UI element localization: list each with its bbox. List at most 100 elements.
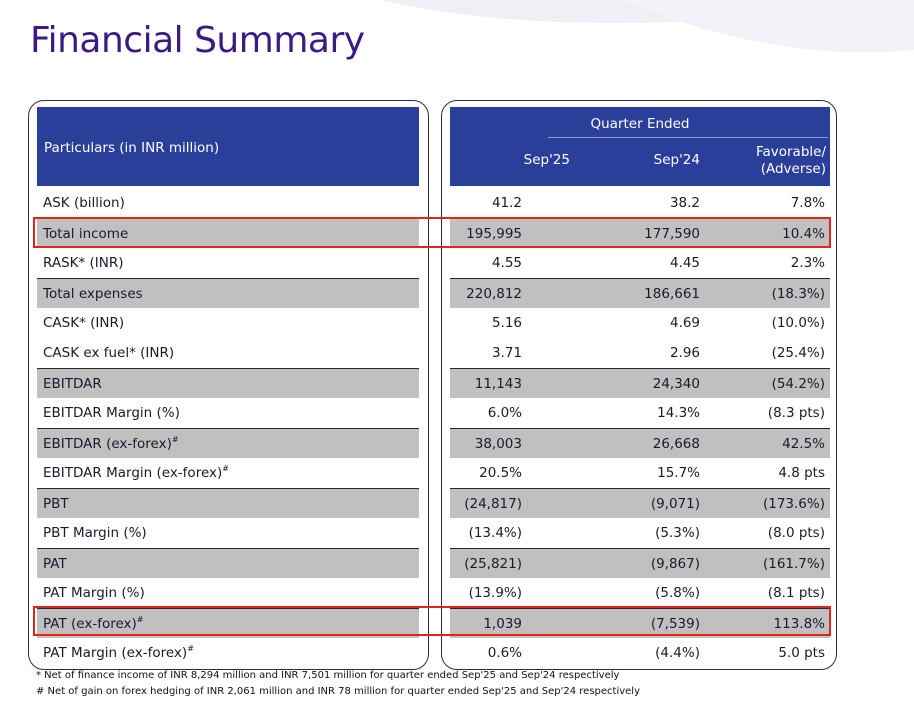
value-sep24: (4.4%) bbox=[655, 645, 700, 661]
highlight-pat-ex-forex bbox=[33, 606, 831, 636]
row-label-text: EBITDAR (ex-forex) bbox=[43, 436, 172, 452]
value-variance: (54.2%) bbox=[771, 376, 825, 392]
value-variance: (173.6%) bbox=[762, 496, 825, 512]
table-row-values: 0.6% (4.4%) 5.0 pts bbox=[450, 638, 830, 668]
value-sep25: 220,812 bbox=[466, 286, 522, 302]
row-label: Total income bbox=[43, 219, 128, 249]
value-sep25: 1,039 bbox=[483, 616, 522, 632]
value-sep25: 3.71 bbox=[491, 345, 522, 361]
table-row-label: PAT Margin (ex-forex)# bbox=[37, 638, 419, 668]
value-variance: (10.0%) bbox=[771, 315, 825, 331]
value-sep25: 195,995 bbox=[466, 226, 522, 242]
header-divider bbox=[548, 137, 828, 138]
value-sep24: 4.69 bbox=[669, 315, 700, 331]
row-label-footnote-mark: # bbox=[187, 644, 194, 653]
row-label-text: Total expenses bbox=[43, 286, 143, 302]
row-label-footnote-mark: # bbox=[222, 464, 229, 473]
table-row-values: (13.4%) (5.3%) (8.0 pts) bbox=[450, 518, 830, 548]
table-row-label: EBITDAR Margin (%) bbox=[37, 398, 419, 428]
row-label: EBITDAR Margin (ex-forex)# bbox=[43, 458, 229, 488]
col-sep25-header: Sep'25 bbox=[523, 152, 570, 168]
row-label-footnote-mark: # bbox=[171, 435, 179, 444]
value-sep24: 4.45 bbox=[669, 255, 700, 271]
value-variance: 113.8% bbox=[773, 616, 825, 632]
quarter-header: Quarter Ended Sep'25 Sep'24 Favorable/ (… bbox=[450, 107, 830, 186]
col-variance-header-line2: (Adverse) bbox=[760, 161, 826, 177]
row-label-text: PAT Margin (%) bbox=[43, 585, 145, 601]
value-variance: 4.8 pts bbox=[778, 465, 825, 481]
value-variance: (8.0 pts) bbox=[767, 525, 825, 541]
row-label: PAT Margin (%) bbox=[43, 578, 145, 608]
row-label-text: PBT Margin (%) bbox=[43, 525, 147, 541]
value-variance: 42.5% bbox=[782, 436, 825, 452]
table-row-label: PAT (ex-forex)# bbox=[37, 608, 419, 638]
row-label: Total expenses bbox=[43, 279, 143, 309]
value-sep25: 0.6% bbox=[487, 645, 522, 661]
value-sep24: 24,340 bbox=[652, 376, 700, 392]
value-variance: 10.4% bbox=[782, 226, 825, 242]
value-sep25: (25,821) bbox=[464, 556, 522, 572]
value-sep25: 11,143 bbox=[474, 376, 522, 392]
table-row-label: RASK* (INR) bbox=[37, 248, 419, 278]
value-sep25: (24,817) bbox=[464, 496, 522, 512]
value-sep25: 5.16 bbox=[491, 315, 522, 331]
row-label-text: PAT Margin (ex-forex) bbox=[43, 645, 188, 661]
value-variance: 2.3% bbox=[790, 255, 825, 271]
value-sep25: 38,003 bbox=[474, 436, 522, 452]
row-label: PAT Margin (ex-forex)# bbox=[43, 638, 194, 668]
value-variance: 5.0 pts bbox=[778, 645, 825, 661]
value-sep25: (13.9%) bbox=[468, 585, 522, 601]
table-row-values: 6.0% 14.3% (8.3 pts) bbox=[450, 398, 830, 428]
row-label: EBITDAR (ex-forex)# bbox=[43, 429, 179, 459]
row-label: PAT (ex-forex)# bbox=[43, 609, 144, 639]
value-sep24: 186,661 bbox=[644, 286, 700, 302]
table-row-values: 220,812 186,661 (18.3%) bbox=[450, 278, 830, 308]
value-sep24: (9,867) bbox=[650, 556, 700, 572]
value-variance: (18.3%) bbox=[771, 286, 825, 302]
table-row-label: PAT bbox=[37, 548, 419, 578]
row-label-footnote-mark: # bbox=[136, 615, 144, 624]
col-variance-header: Favorable/ (Adverse) bbox=[720, 144, 826, 178]
row-label-text: RASK* (INR) bbox=[43, 255, 124, 271]
particulars-header: Particulars (in INR million) bbox=[37, 107, 419, 186]
table-row-values: 3.71 2.96 (25.4%) bbox=[450, 338, 830, 368]
col-variance-header-line1: Favorable/ bbox=[755, 144, 826, 160]
row-label-text: EBITDAR Margin (%) bbox=[43, 405, 180, 421]
row-label-text: Total income bbox=[43, 226, 129, 242]
value-sep25: 6.0% bbox=[487, 405, 522, 421]
value-sep24: (5.8%) bbox=[655, 585, 700, 601]
value-sep24: (9,071) bbox=[650, 496, 700, 512]
table-row-values: (13.9%) (5.8%) (8.1 pts) bbox=[450, 578, 830, 608]
value-sep24: (7,539) bbox=[650, 616, 700, 632]
table-row-label: CASK* (INR) bbox=[37, 308, 419, 338]
table-row-label: EBITDAR Margin (ex-forex)# bbox=[37, 458, 419, 488]
row-label-text: EBITDAR bbox=[43, 376, 102, 392]
value-sep24: 15.7% bbox=[657, 465, 700, 481]
value-sep24: 2.96 bbox=[669, 345, 700, 361]
page-title: Financial Summary bbox=[30, 20, 365, 61]
row-label: PBT Margin (%) bbox=[43, 518, 147, 548]
table-row-label: PAT Margin (%) bbox=[37, 578, 419, 608]
table-row-values: 1,039 (7,539) 113.8% bbox=[450, 608, 830, 638]
col-sep24-header: Sep'24 bbox=[653, 152, 700, 168]
table-row-label: EBITDAR (ex-forex)# bbox=[37, 428, 419, 458]
table-row-label: EBITDAR bbox=[37, 368, 419, 398]
table-row-values: 20.5% 15.7% 4.8 pts bbox=[450, 458, 830, 488]
table-row-values: 5.16 4.69 (10.0%) bbox=[450, 308, 830, 338]
value-sep24: 14.3% bbox=[657, 405, 700, 421]
value-variance: (161.7%) bbox=[762, 556, 825, 572]
row-label-text: ASK (billion) bbox=[43, 195, 125, 211]
table-row-label: Total expenses bbox=[37, 278, 419, 308]
value-sep25: 41.2 bbox=[491, 195, 522, 211]
value-sep24: 177,590 bbox=[644, 226, 700, 242]
value-variance: (25.4%) bbox=[771, 345, 825, 361]
row-label: CASK* (INR) bbox=[43, 308, 124, 338]
row-label: PBT bbox=[43, 489, 69, 519]
table-row-label: PBT bbox=[37, 488, 419, 518]
table-row-values: (25,821) (9,867) (161.7%) bbox=[450, 548, 830, 578]
table-row-values: 41.2 38.2 7.8% bbox=[450, 188, 830, 218]
row-label: PAT bbox=[43, 549, 67, 579]
quarter-ended-label: Quarter Ended bbox=[590, 116, 690, 132]
value-variance: (8.1 pts) bbox=[767, 585, 825, 601]
value-sep25: 20.5% bbox=[479, 465, 522, 481]
